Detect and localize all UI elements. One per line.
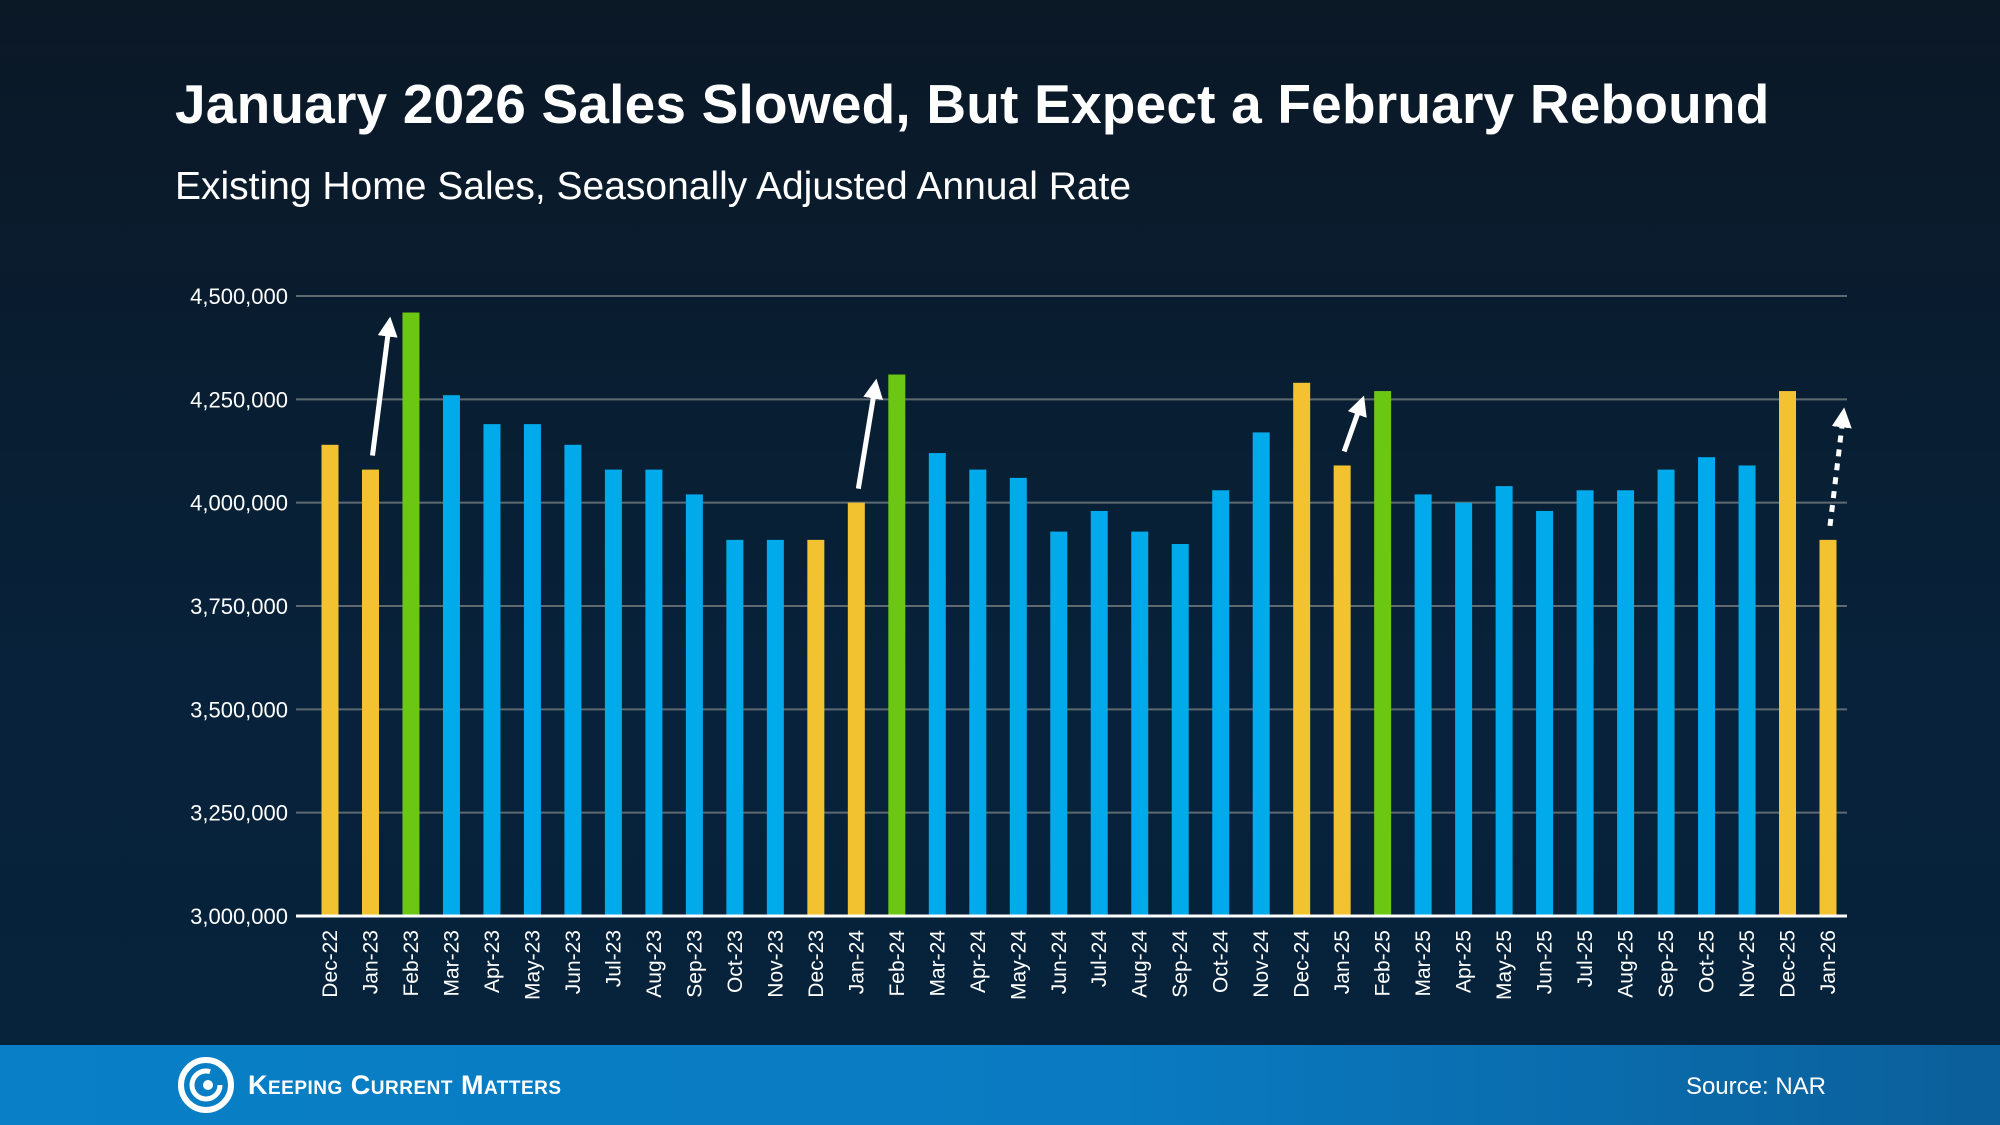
bar-aug-24: [1131, 531, 1149, 916]
chart-title: January 2026 Sales Slowed, But Expect a …: [175, 73, 1770, 135]
bar-jan-23: [361, 469, 379, 916]
x-tick-label: Jun-25: [1534, 930, 1557, 994]
x-tick-label: Feb-24: [886, 930, 909, 997]
bar-sep-25: [1657, 469, 1675, 916]
bar-apr-23: [483, 424, 501, 916]
bar-jul-23: [604, 469, 622, 916]
x-tick-label: Dec-25: [1777, 930, 1800, 998]
x-tick-label: Nov-25: [1736, 930, 1759, 998]
bar-jul-25: [1576, 490, 1594, 916]
x-tick-label: May-24: [1007, 930, 1030, 1000]
bar-jun-25: [1536, 510, 1554, 916]
x-tick-label: Sep-25: [1655, 930, 1678, 998]
bar-feb-25: [1374, 391, 1392, 917]
x-tick-label: Mar-25: [1412, 930, 1435, 997]
bar-oct-25: [1698, 457, 1716, 916]
footer-bar: Keeping Current Matters Source: NAR: [0, 1045, 2000, 1125]
x-tick-label: Jan-23: [359, 930, 382, 994]
bar-jun-24: [1050, 531, 1068, 916]
y-tick-label: 4,500,000: [190, 284, 288, 309]
bar-may-23: [523, 424, 541, 916]
bar-oct-23: [726, 539, 744, 916]
bar-mar-23: [442, 395, 460, 916]
x-tick-label: Aug-25: [1615, 930, 1638, 998]
y-tick-label: 3,750,000: [190, 594, 288, 619]
bar-sep-23: [685, 494, 703, 916]
x-tick-label: Jan-25: [1331, 930, 1354, 994]
bar-jan-24: [847, 502, 865, 916]
x-tick-label: Sep-23: [683, 930, 706, 998]
x-tick-label: Dec-24: [1291, 930, 1314, 998]
x-tick-label: Sep-24: [1169, 930, 1192, 998]
x-tick-label: Aug-23: [643, 930, 666, 998]
bar-feb-24: [888, 374, 906, 916]
x-tick-label: Nov-24: [1250, 930, 1273, 998]
chart-subtitle: Existing Home Sales, Seasonally Adjusted…: [175, 165, 1132, 208]
bar-aug-23: [645, 469, 663, 916]
x-tick-label: Mar-24: [926, 930, 949, 997]
bar-apr-25: [1455, 502, 1473, 916]
y-tick-label: 3,250,000: [190, 801, 288, 826]
brand-name: Keeping Current Matters: [248, 1069, 562, 1100]
x-tick-label: Oct-24: [1210, 930, 1233, 993]
x-tick-label: Oct-25: [1696, 930, 1719, 993]
y-tick-label: 4,250,000: [190, 387, 288, 412]
x-tick-label: Feb-25: [1372, 930, 1395, 997]
bar-dec-25: [1779, 391, 1797, 917]
y-tick-label: 3,500,000: [190, 697, 288, 722]
bar-oct-24: [1212, 490, 1230, 916]
source-note: Source: NAR: [1685, 1073, 1826, 1100]
x-tick-label: Oct-23: [724, 930, 747, 993]
x-tick-label: Aug-24: [1129, 930, 1152, 998]
x-tick-label: Dec-22: [319, 930, 342, 998]
bar-dec-23: [807, 539, 825, 916]
y-tick-label: 4,000,000: [190, 491, 288, 516]
bar-chart: 3,000,000 3,250,000 3,500,000 3,750,000 4,00…: [190, 284, 1852, 1000]
x-tick-label: Apr-24: [967, 930, 990, 993]
bar-jun-23: [564, 444, 582, 916]
swirl-logo-icon: [178, 1057, 234, 1113]
trend-arrow-icon: [1341, 395, 1367, 453]
bar-nov-23: [766, 539, 784, 916]
bar-mar-25: [1414, 494, 1432, 916]
x-tick-label: Jun-24: [1048, 930, 1071, 995]
x-tick-label: May-23: [521, 930, 544, 1000]
x-tick-label: Apr-23: [481, 930, 504, 993]
bar-jan-26: [1819, 539, 1837, 916]
x-tick-label: Jul-24: [1088, 930, 1111, 988]
x-tick-label: Nov-23: [764, 930, 787, 998]
x-tick-label: Dec-23: [805, 930, 828, 998]
bar-feb-23: [402, 312, 420, 916]
x-tick-label: Feb-23: [400, 930, 423, 997]
bar-may-25: [1495, 486, 1513, 916]
bar-jan-25: [1333, 465, 1351, 916]
bar-dec-22: [321, 444, 339, 916]
bar-nov-24: [1252, 432, 1270, 916]
x-tick-label: Jul-25: [1574, 930, 1597, 987]
x-tick-label: Jan-26: [1817, 930, 1840, 994]
bar-jul-24: [1090, 510, 1108, 916]
trend-arrow-icon: [855, 378, 884, 490]
bar-nov-25: [1738, 465, 1756, 916]
brand-logo: Keeping Current Matters: [178, 1057, 562, 1113]
x-tick-label: Jan-24: [845, 930, 868, 995]
bar-aug-25: [1617, 490, 1635, 916]
trend-arrow-icon: [1827, 407, 1852, 527]
x-tick-label: Jun-23: [562, 930, 585, 994]
x-tick-label: Apr-25: [1453, 930, 1476, 993]
bar-dec-24: [1293, 382, 1311, 916]
bar-mar-24: [928, 453, 946, 916]
y-tick-label: 3,000,000: [190, 904, 288, 929]
trend-arrow-icon: [370, 316, 398, 456]
bar-apr-24: [969, 469, 987, 916]
x-tick-label: Mar-23: [440, 930, 463, 997]
bar-may-24: [1009, 477, 1027, 916]
x-tick-label: May-25: [1493, 930, 1516, 1000]
bar-sep-24: [1171, 544, 1189, 916]
x-tick-label: Jul-23: [602, 930, 625, 987]
